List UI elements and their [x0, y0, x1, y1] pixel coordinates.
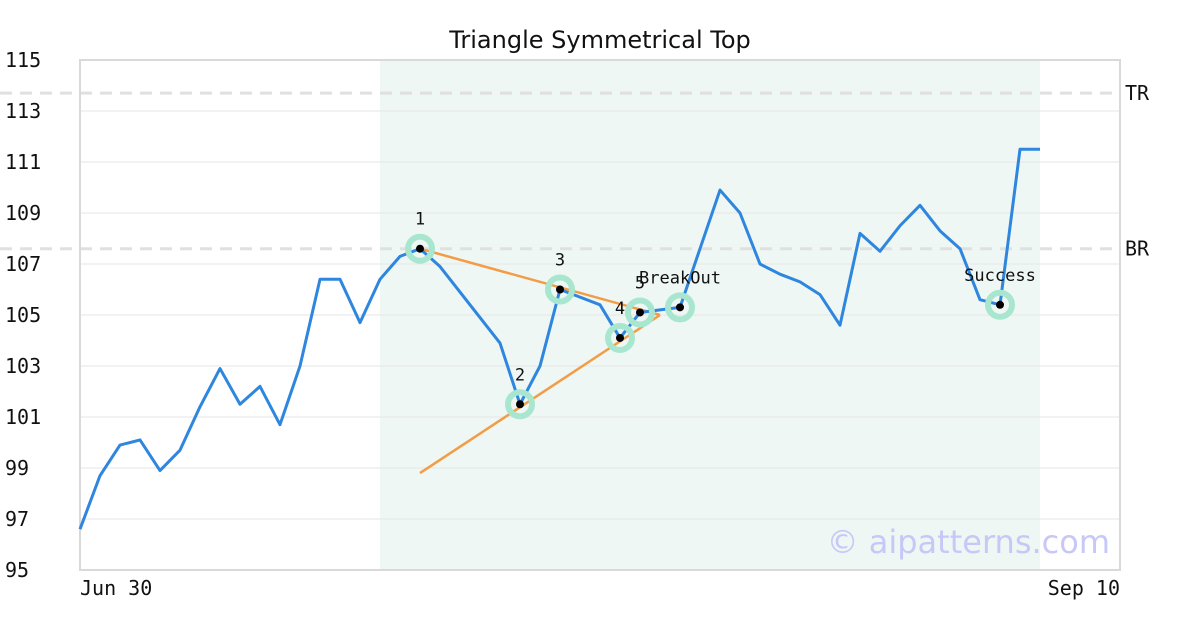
y-tick-label: 97 — [5, 507, 29, 531]
pattern-point-dot — [616, 333, 624, 342]
y-tick-label: 111 — [5, 150, 41, 174]
pattern-point-label: 1 — [415, 210, 425, 230]
pattern-point-ring — [985, 289, 1015, 320]
pattern-point-dot — [416, 244, 424, 253]
pattern-point-label: 2 — [515, 365, 525, 385]
pattern-point-label: 4 — [615, 299, 625, 319]
x-tick-end: Sep 10 — [1048, 576, 1120, 600]
y-tick-label: 95 — [5, 558, 29, 582]
y-tick-label: 109 — [5, 201, 41, 225]
pattern-point-ring — [665, 292, 695, 323]
y-tick-label: 99 — [5, 456, 29, 480]
pattern-point-ring — [405, 233, 435, 264]
pattern-point-dot — [516, 400, 524, 409]
reference-label-br: BR — [1125, 237, 1150, 261]
y-tick-label: 115 — [5, 48, 41, 72]
y-tick-label: 107 — [5, 252, 41, 276]
y-axis-ticks: 95 97 99 101 103 105 107 109 111 113 115 — [5, 48, 41, 582]
pattern-point-ring — [605, 322, 635, 353]
reference-label-tr: TR — [1125, 81, 1150, 105]
y-tick-label: 103 — [5, 354, 41, 378]
pattern-point-dot — [676, 303, 684, 312]
trendline — [419, 247, 661, 317]
pattern-point-ring — [545, 274, 575, 305]
pattern-point-ring — [625, 297, 655, 328]
reference-lines-layer: TR BR — [0, 81, 1150, 261]
y-tick-label: 105 — [5, 303, 41, 327]
x-tick-start: Jun 30 — [80, 576, 152, 600]
y-tick-label: 101 — [5, 405, 41, 429]
pattern-point-label: 3 — [555, 251, 565, 271]
watermark: © aipatterns.com — [827, 523, 1110, 561]
pattern-point-dot — [556, 285, 564, 294]
pattern-point-label: 5 — [635, 273, 645, 293]
pattern-point-ring — [505, 389, 535, 420]
pattern-point-dot — [996, 300, 1004, 309]
plot-frame — [79, 59, 1121, 571]
pattern-point-label: BreakOut — [639, 268, 721, 288]
pattern-point-label: Success — [964, 266, 1036, 286]
pattern-point-dot — [636, 308, 644, 317]
chart-title: Triangle Symmetrical Top — [448, 26, 751, 54]
y-tick-label: 113 — [5, 99, 41, 123]
